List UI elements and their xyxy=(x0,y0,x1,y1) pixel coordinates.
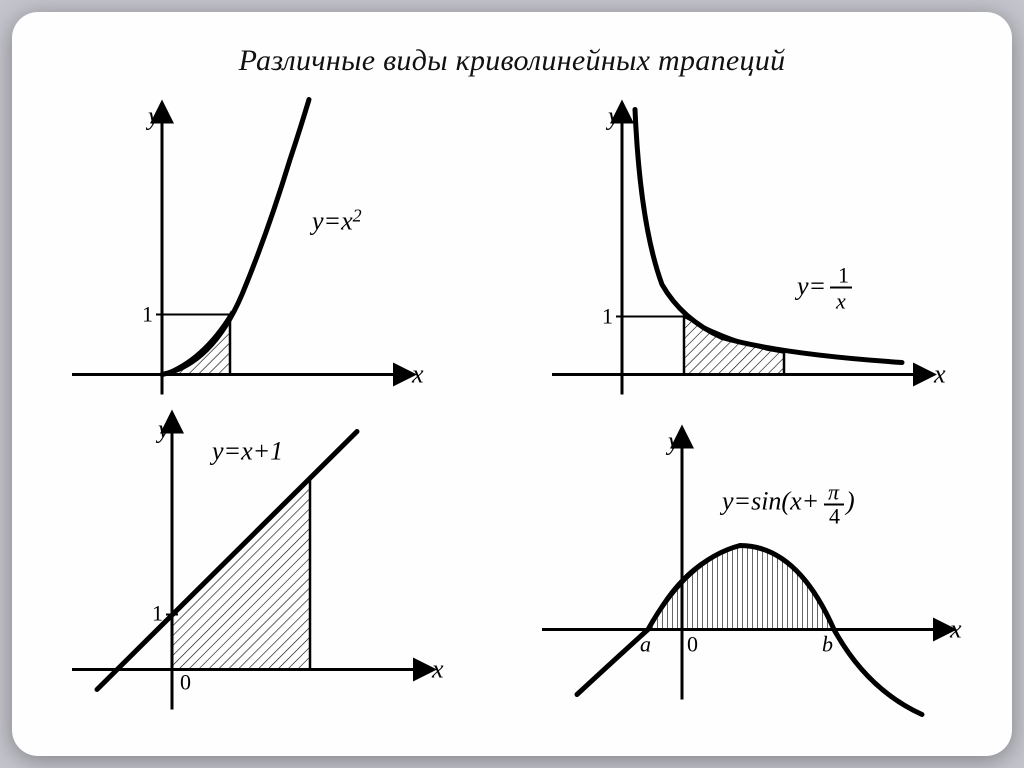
x-axis-label: x xyxy=(411,360,424,389)
plot-parabola: y x 1 y=x2 xyxy=(42,102,502,407)
svg-text:y=sin(x+: y=sin(x+ xyxy=(719,487,819,516)
curve-parabola xyxy=(162,100,309,375)
svg-text:1: 1 xyxy=(838,263,849,288)
origin-label: 0 xyxy=(180,670,191,695)
plot-grid: y x 1 y=x2 xyxy=(42,102,982,722)
plot-hyperbola: y x 1 y= 1 x xyxy=(522,102,982,407)
function-label: y=x+1 xyxy=(209,437,283,466)
x-axis-label: x xyxy=(431,655,444,684)
plot-sine: a 0 b y x y=sin(x+ π 4 ) xyxy=(522,417,982,722)
curve-hyperbola xyxy=(635,110,902,363)
svg-text:π: π xyxy=(828,480,840,505)
y-axis-label: y xyxy=(605,102,620,131)
shaded-region xyxy=(162,315,230,375)
y-tick-label: 1 xyxy=(142,302,153,327)
plot-line: y x 1 0 y=x+1 xyxy=(42,417,502,722)
svg-text:): ) xyxy=(844,487,855,516)
y-axis-label: y xyxy=(665,427,680,456)
y-axis-label: y xyxy=(155,415,170,444)
x-axis-label: x xyxy=(933,360,946,389)
y-tick-label: 1 xyxy=(152,601,163,626)
shaded-region xyxy=(172,478,310,670)
b-label: b xyxy=(822,632,833,657)
page-title: Различные виды криволинейных трапеций xyxy=(12,44,1012,78)
origin-label: 0 xyxy=(687,632,698,657)
x-axis-label: x xyxy=(949,615,962,644)
slide-card: Различные виды криволинейных трапеций xyxy=(12,12,1012,756)
a-label: a xyxy=(640,632,651,657)
y-tick-label: 1 xyxy=(602,304,613,329)
svg-text:y=: y= xyxy=(794,272,826,301)
svg-text:4: 4 xyxy=(829,504,840,529)
function-label: y=sin(x+ π 4 ) xyxy=(719,480,855,529)
function-label: y= 1 x xyxy=(794,263,852,314)
svg-text:x: x xyxy=(835,289,846,314)
function-label: y=x2 xyxy=(309,206,362,236)
y-axis-label: y xyxy=(145,102,160,131)
